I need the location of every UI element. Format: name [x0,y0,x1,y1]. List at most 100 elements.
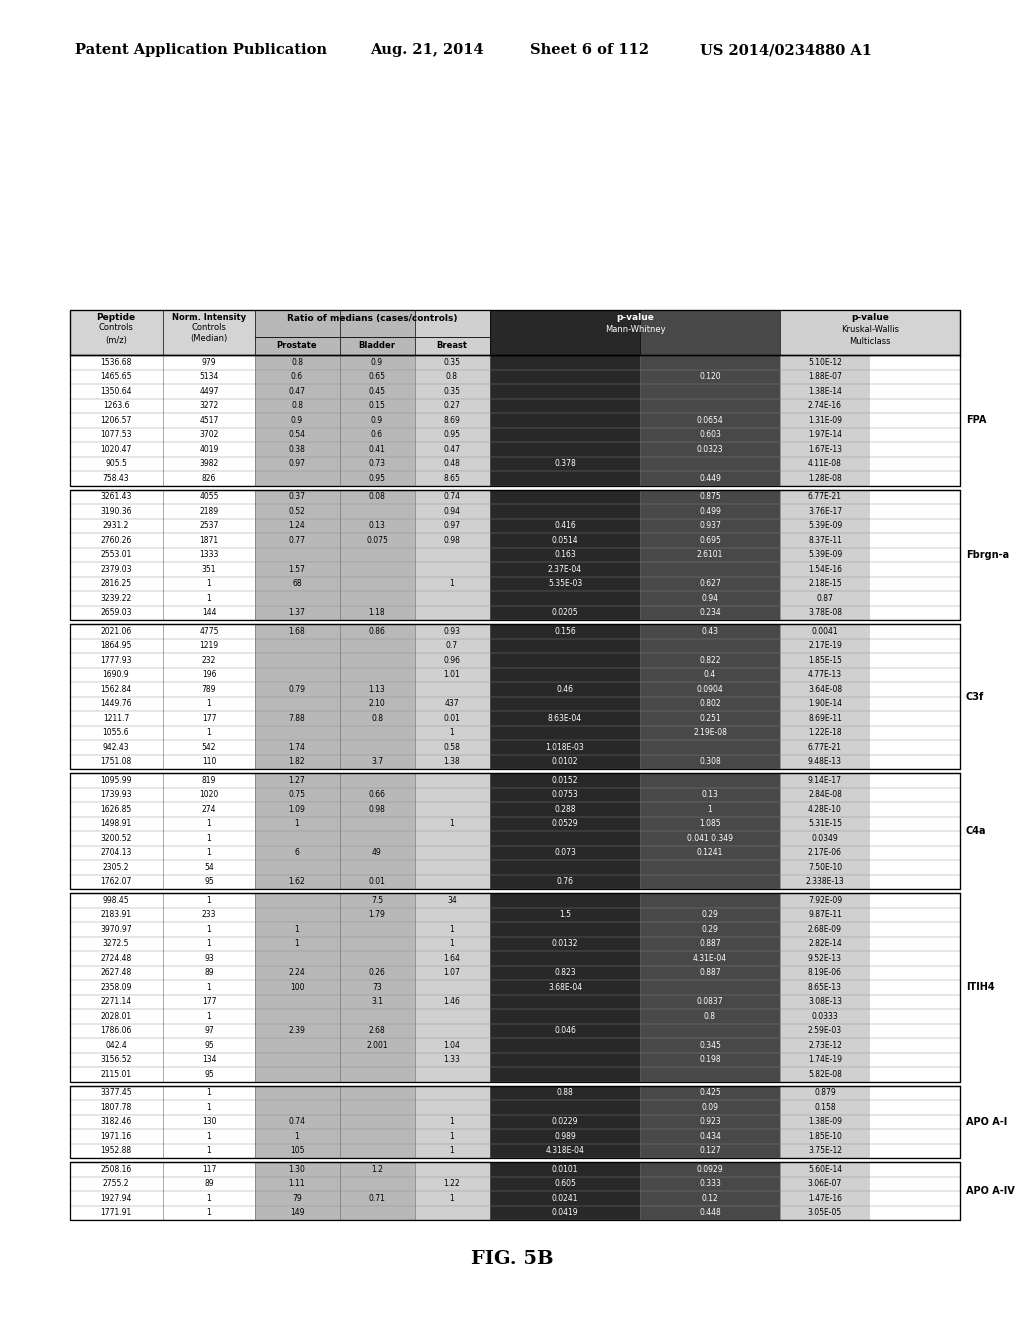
Text: 0.13: 0.13 [369,521,385,531]
Text: 4497: 4497 [200,387,219,396]
Text: 0.26: 0.26 [369,969,385,977]
Text: 4.318E-04: 4.318E-04 [546,1146,585,1155]
Text: 1: 1 [207,849,211,857]
Text: 1: 1 [450,729,455,738]
Bar [255,624,340,770]
Text: 0.13: 0.13 [701,791,719,799]
Text: 1: 1 [207,834,211,842]
Text: 9.14E-17: 9.14E-17 [808,776,842,785]
Text: 0.76: 0.76 [556,878,573,886]
Text: 0.158: 0.158 [814,1102,836,1111]
Text: 1: 1 [207,940,211,948]
Text: 0.923: 0.923 [699,1117,721,1126]
Text: 1626.85: 1626.85 [100,805,132,813]
Text: Patent Application Publication: Patent Application Publication [75,44,327,57]
Text: 0.0753: 0.0753 [552,791,579,799]
Text: 134: 134 [202,1055,216,1064]
Text: 4.77E-13: 4.77E-13 [808,671,842,680]
Text: p-value: p-value [616,314,654,322]
Bar [255,894,340,1081]
Text: 7.50E-10: 7.50E-10 [808,863,842,871]
Text: 1.37: 1.37 [289,609,305,618]
Bar [780,624,870,770]
Text: 1.38E-14: 1.38E-14 [808,387,842,396]
Text: 3.06E-07: 3.06E-07 [808,1179,842,1188]
Bar [70,624,961,770]
Text: 2.68: 2.68 [369,1026,385,1035]
Text: 0.627: 0.627 [699,579,721,589]
Text: 1.38: 1.38 [443,758,461,766]
Text: 3.76E-17: 3.76E-17 [808,507,842,516]
Text: APO A-IV: APO A-IV [966,1185,1015,1196]
Text: Sheet 6 of 112: Sheet 6 of 112 [530,44,649,57]
Text: 8.37E-11: 8.37E-11 [808,536,842,545]
Bar [340,1162,415,1220]
Text: 1: 1 [207,1011,211,1020]
Text: 0.94: 0.94 [443,507,461,516]
Bar [340,1085,415,1158]
Text: 1.47E-16: 1.47E-16 [808,1193,842,1203]
Text: 1263.6: 1263.6 [102,401,129,411]
Bar [780,894,870,1081]
Text: 8.65E-13: 8.65E-13 [808,983,842,991]
Text: 0.52: 0.52 [289,507,305,516]
Text: 0.37: 0.37 [289,492,305,502]
Text: Norm. Intensity: Norm. Intensity [172,314,246,322]
Text: 2755.2: 2755.2 [102,1179,129,1188]
Text: 0.0514: 0.0514 [552,536,579,545]
Text: 1690.9: 1690.9 [102,671,129,680]
Bar [70,1085,163,1158]
Text: 437: 437 [444,700,460,709]
Text: 0.95: 0.95 [443,430,461,440]
Text: 0.96: 0.96 [443,656,461,665]
Bar [70,1162,163,1220]
Text: 1.62: 1.62 [289,878,305,886]
Text: 0.29: 0.29 [701,925,719,933]
Text: 1.13: 1.13 [369,685,385,694]
Text: 0.0904: 0.0904 [696,685,723,694]
Text: 789: 789 [202,685,216,694]
Text: 0.79: 0.79 [289,685,305,694]
Text: 0.0041: 0.0041 [812,627,839,636]
Text: 8.69E-11: 8.69E-11 [808,714,842,723]
Text: 1: 1 [207,700,211,709]
Bar [163,355,255,486]
Text: 8.19E-06: 8.19E-06 [808,969,842,977]
Bar [163,624,255,770]
Bar [415,774,490,888]
Text: 100: 100 [290,983,304,991]
Text: 3182.46: 3182.46 [100,1117,132,1126]
Text: 1: 1 [450,1193,455,1203]
Text: 1219: 1219 [200,642,218,651]
Text: 0.45: 0.45 [369,387,385,396]
Text: 5.82E-08: 5.82E-08 [808,1069,842,1078]
Text: 1.22E-18: 1.22E-18 [808,729,842,738]
Text: 0.8: 0.8 [291,401,303,411]
Text: 1.31E-09: 1.31E-09 [808,416,842,425]
Text: 2358.09: 2358.09 [100,983,132,991]
Text: 1: 1 [450,1131,455,1140]
Text: 5.35E-03: 5.35E-03 [548,579,582,589]
Text: 0.0229: 0.0229 [552,1117,579,1126]
Text: 0.47: 0.47 [443,445,461,454]
Text: 5.10E-12: 5.10E-12 [808,358,842,367]
Bar [640,624,780,770]
Text: FPA: FPA [966,416,986,425]
Text: 0.88: 0.88 [557,1088,573,1097]
Text: 1020: 1020 [200,791,219,799]
Text: 1: 1 [295,925,299,933]
Bar [255,310,340,355]
Bar [340,355,415,486]
Text: 1.11: 1.11 [289,1179,305,1188]
Text: 0.499: 0.499 [699,507,721,516]
Bar [490,1085,640,1158]
Text: 3272: 3272 [200,401,219,411]
Text: 9.48E-13: 9.48E-13 [808,758,842,766]
Text: 3261.43: 3261.43 [100,492,132,502]
Text: 1: 1 [295,1131,299,1140]
Text: 0.8: 0.8 [371,714,383,723]
Text: 1.79: 1.79 [369,911,385,919]
Text: 144: 144 [202,609,216,618]
Text: 3982: 3982 [200,459,219,469]
Text: 0.120: 0.120 [699,372,721,381]
